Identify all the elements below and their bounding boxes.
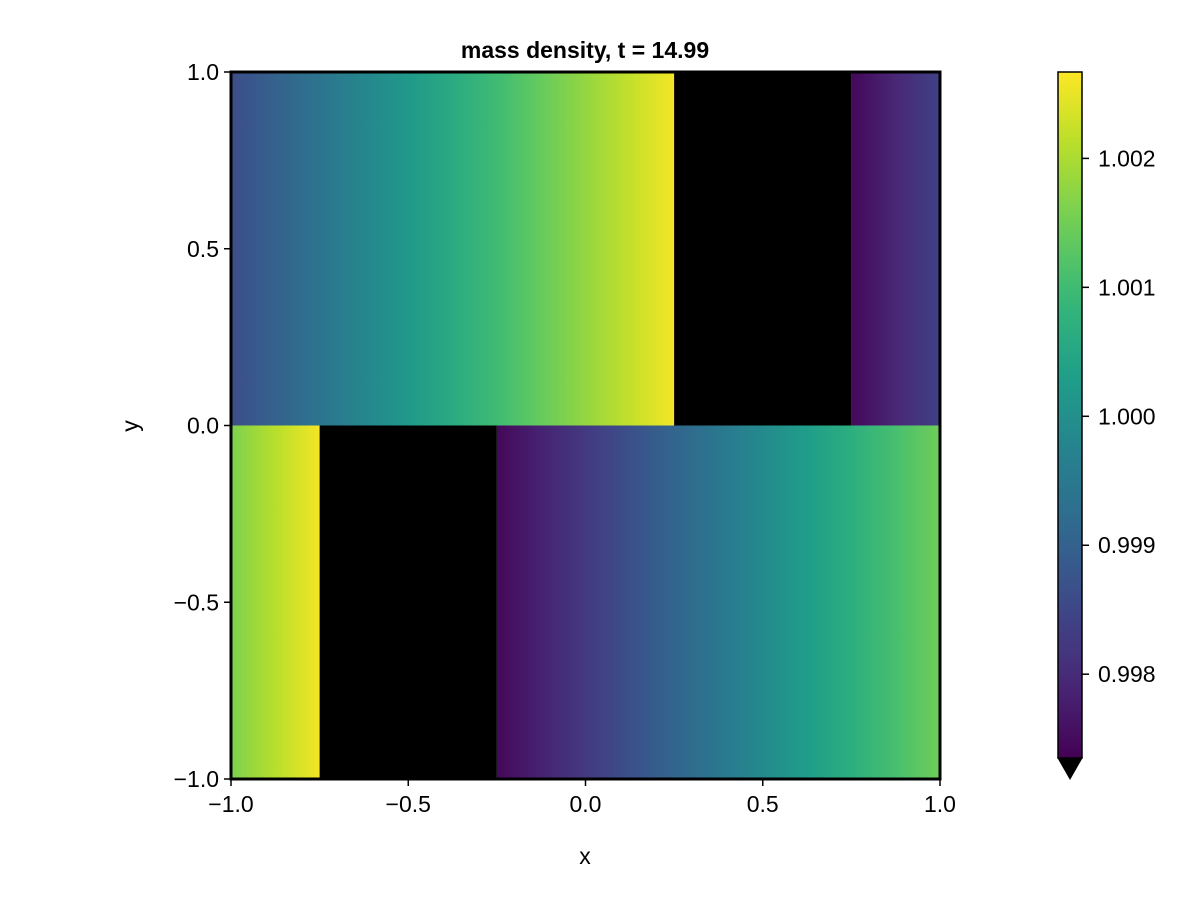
y-tick-label: 1.0 (187, 59, 219, 85)
heatmap (231, 72, 940, 779)
colorbar-gradient (1057, 71, 1083, 759)
y-tick-label: 0.5 (187, 236, 219, 262)
x-tick-label: 0.5 (747, 791, 779, 817)
y-tick-label: −0.5 (174, 589, 219, 615)
masked-regions (319, 72, 852, 779)
colorbar-extend-min (1057, 757, 1083, 781)
y-axis-label: y (117, 420, 143, 432)
colorbar-tick-label: 0.998 (1098, 661, 1156, 687)
colorbar-tick-label: 1.000 (1098, 403, 1156, 429)
heatmap-region-upper-right-strip (851, 72, 940, 426)
masked-region-lower-obstacle (319, 425, 497, 779)
x-tick-label: −1.0 (208, 791, 253, 817)
masked-region-upper-obstacle (674, 72, 852, 426)
colorbar-tick-label: 0.999 (1098, 532, 1156, 558)
colorbar-tick-label: 1.001 (1098, 274, 1156, 300)
x-axis-label: x (579, 843, 591, 869)
x-tick-label: 0.0 (570, 791, 602, 817)
heatmap-region-upper-band (231, 72, 675, 426)
heatmap-region-lower-band (496, 425, 940, 779)
x-axis: −1.0 −0.5 0.0 0.5 1.0 (208, 779, 956, 817)
colorbar-tick-label: 1.002 (1098, 145, 1156, 171)
chart-title: mass density, t = 14.99 (461, 37, 709, 63)
x-tick-label: 1.0 (924, 791, 956, 817)
heatmap-region-lower-left-strip (231, 425, 321, 779)
colorbar: 0.998 0.999 1.000 1.001 1.002 (1057, 71, 1156, 781)
y-tick-label: −1.0 (174, 766, 219, 792)
y-axis: −1.0 −0.5 0.0 0.5 1.0 (174, 59, 231, 792)
x-tick-label: −0.5 (386, 791, 431, 817)
y-tick-label: 0.0 (187, 413, 219, 439)
